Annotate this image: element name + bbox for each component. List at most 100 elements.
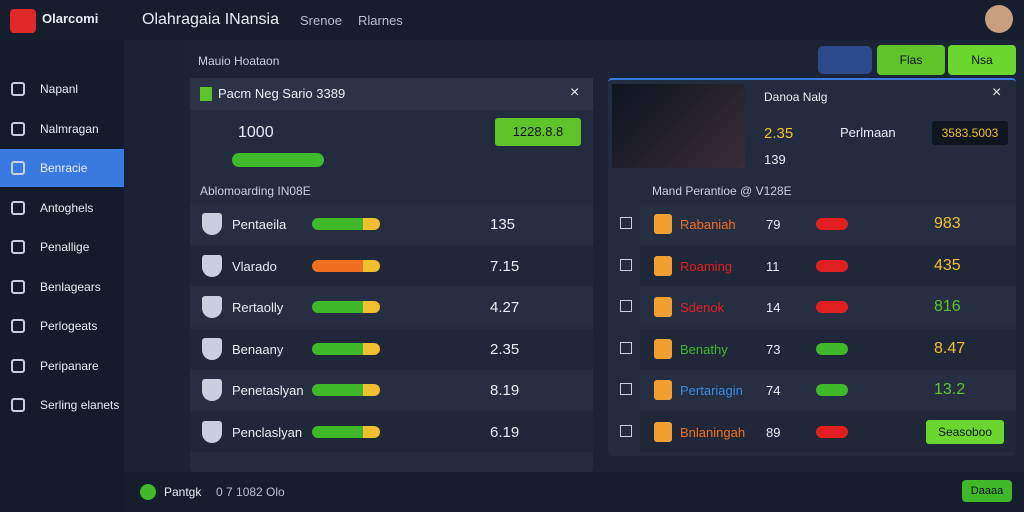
right-rows: Rabaniah 79 983 Roaming 11 435 Sdenok 14 816 Bena… [608,204,1016,454]
pill [816,342,848,355]
pill [816,218,848,230]
logo-icon [10,9,36,33]
nav-link[interactable]: Srenoe [300,13,342,28]
pill [816,301,848,313]
checkbox [620,300,632,312]
bar [312,218,380,230]
sidebar-item[interactable]: Benracie [0,149,124,187]
panel-header [190,78,593,110]
count: 14 [766,300,781,315]
close[interactable]: × [992,84,1002,101]
footer-label: Pantgk [164,485,202,499]
footer [124,472,1024,512]
team-name: Vlarado [232,258,277,274]
sidebar-label: Serling elanets [40,398,120,412]
checkbox [620,341,632,354]
table-row[interactable]: Benathy 73 8.47 [608,328,1016,369]
progress [232,153,324,167]
team-name: Bnlaningah [680,424,746,440]
team-name: Sdenok [680,300,725,315]
sidebar-item[interactable]: Peripanare [0,347,124,385]
left-rows: Pentaeila 135 Vlarado 7.15 Rertaolly 4.27 Bena… [190,204,593,472]
sidebar-item[interactable]: Penallige [0,228,124,266]
team-badge [654,338,672,359]
team-badge [654,421,672,442]
table-row[interactable]: Penclaslyan 6.19 [190,411,593,452]
panel-title: Pacm Neg Sario 3389 [218,86,346,101]
table-row[interactable]: Sdenok 14 816 [608,287,1016,327]
table-row[interactable]: Vlarado 7.15 [190,245,593,286]
sidebar-label: Penallige [40,240,90,254]
team-badge [202,296,222,318]
sidebar-label: Peripanare [40,358,99,373]
sidebar-icon [11,161,25,175]
panel-title: Danoa Nalg [764,90,828,104]
table-row[interactable]: Pentaeila 135 [190,204,593,244]
pill [816,425,848,438]
value: 6.19 [490,423,520,441]
sidebar-icon [11,121,25,136]
footer-info: 0 7 1082 Olo [216,485,285,499]
team-name: Roaming [680,258,733,274]
logo: Olarcomi [42,11,99,26]
action-button[interactable]: 1228.8.8 [495,118,581,146]
value: 816 [934,298,961,315]
checkbox [620,217,632,229]
value: 2.35 [490,340,520,358]
team-badge [202,379,222,401]
team-name: Benathy [680,341,728,357]
table-row[interactable]: Bnlaningah 89 Seasoboo [608,411,1016,452]
value: 983 [934,215,961,232]
sidebar-label: Perlogeats [40,319,98,333]
button[interactable]: Flas [877,45,945,75]
bar [312,342,380,355]
sidebar-icon [11,240,25,254]
team-badge [202,420,222,443]
footer-button[interactable]: Daaaa [962,480,1012,502]
team-name: Rertaolly [232,300,284,315]
table-row[interactable]: Rertaolly 4.27 [190,287,593,327]
sidebar-item[interactable]: Serling elanets [0,386,124,424]
section-title: Ablomoarding IN08E [200,184,311,198]
value: 7.15 [490,257,520,275]
icon-column [124,40,184,472]
table-row[interactable]: Pertariagin 74 13.2 [608,370,1016,410]
sidebar-label: Benlagears [40,279,101,294]
count: 74 [766,383,781,398]
close[interactable]: × [570,84,580,101]
team-badge [202,213,222,235]
sidebar-item[interactable]: Nalmragan [0,110,124,148]
team-badge [654,380,672,400]
bar [312,425,380,438]
table-row[interactable]: Roaming 11 435 [608,245,1016,286]
sidebar-icon [11,200,25,215]
table-row[interactable]: Rabaniah 79 983 [608,204,1016,244]
pill [816,384,848,396]
count: 89 [766,424,781,440]
table-row[interactable]: Penetaslyan 8.19 [190,370,593,410]
team-name: Benaany [232,341,284,357]
bar [312,301,380,313]
table-row[interactable]: Benaany 2.35 [190,328,593,369]
value: 13.2 [934,381,966,398]
button[interactable]: Nsa [948,45,1016,75]
sidebar-item[interactable]: Antoghels [0,189,124,227]
sidebar-label: Antoghels [40,200,94,215]
value: 8.19 [490,382,520,399]
sidebar-item[interactable]: Napanl [0,70,124,108]
value: 8.47 [934,339,966,357]
search-button[interactable] [818,46,872,74]
avatar[interactable] [985,5,1013,33]
badge [200,87,212,101]
stat: 2.35 [764,125,794,142]
sidebar-label: Napanl [40,82,79,96]
top-bar [0,0,1024,40]
nav-link[interactable]: Rlarnes [358,13,403,28]
team-badge [654,297,672,317]
sidebar-item[interactable]: Benlagears [0,268,124,306]
sidebar-item[interactable]: Perlogeats [0,307,124,345]
bar [312,259,380,272]
label: Perlmaan [840,125,896,140]
value-button[interactable]: Seasoboo [926,419,1004,444]
